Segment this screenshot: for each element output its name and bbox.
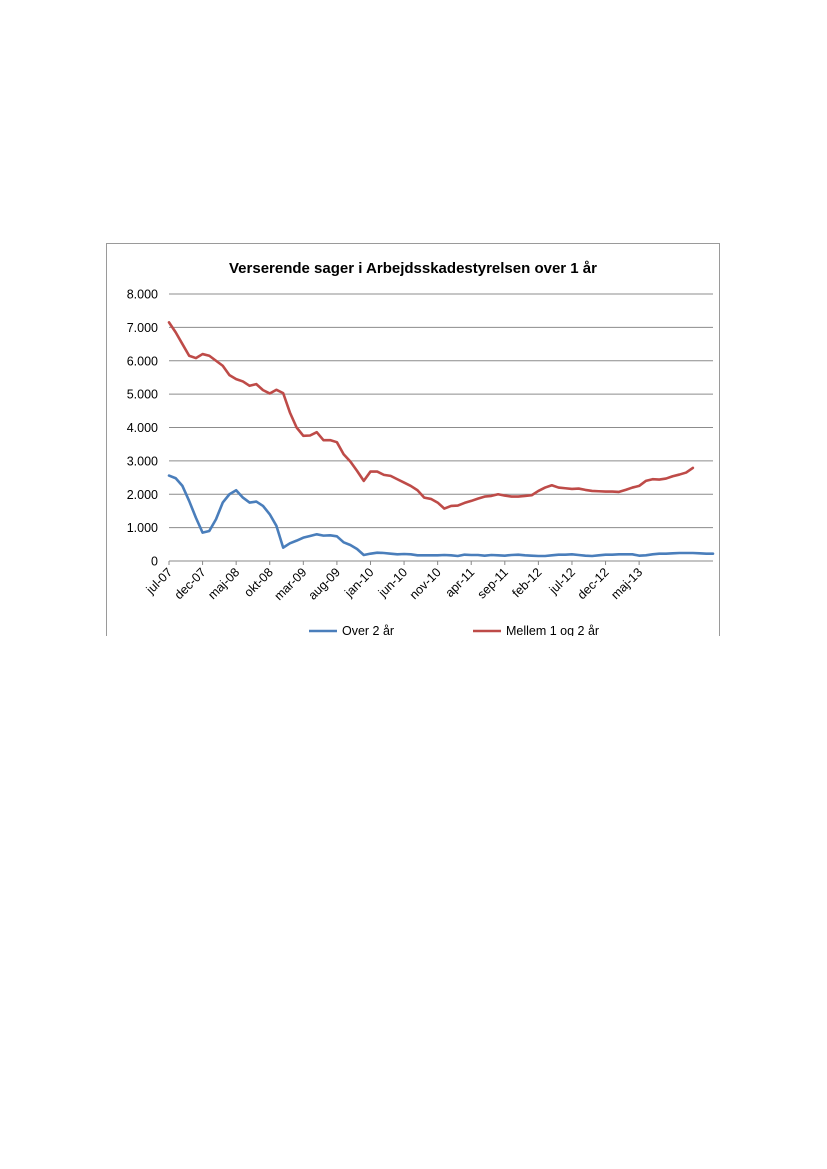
x-tick-label: feb-12 bbox=[510, 565, 545, 600]
x-tick-label: sep-11 bbox=[475, 565, 511, 601]
series-line-2 bbox=[167, 321, 695, 510]
y-tick-label: 1.000 bbox=[127, 521, 158, 535]
x-tick-label: okt-08 bbox=[241, 565, 275, 599]
series-line-1 bbox=[167, 474, 715, 558]
line-chart: Verserende sager i Arbejdsskadestyrelsen… bbox=[127, 260, 715, 636]
x-tick-label: jan-10 bbox=[341, 565, 376, 600]
x-tick-label: dec-07 bbox=[172, 565, 209, 602]
legend-label: Mellem 1 og 2 år bbox=[506, 624, 599, 636]
y-tick-label: 0 bbox=[151, 555, 158, 569]
x-tick-label: apr-11 bbox=[443, 565, 478, 600]
series-lines bbox=[167, 321, 715, 558]
x-tick-label: mar-09 bbox=[272, 565, 310, 603]
x-tick-label: aug-09 bbox=[306, 565, 343, 602]
y-tick-label: 6.000 bbox=[127, 354, 158, 368]
x-tick-label: jul-07 bbox=[143, 565, 175, 597]
y-axis-ticks: 0 1.000 2.000 3.000 4.000 5.000 6.000 7.000 8.00… bbox=[127, 288, 158, 569]
x-tick-label: maj-13 bbox=[608, 565, 645, 602]
gridlines bbox=[169, 293, 713, 562]
x-tick-label: jun-10 bbox=[375, 565, 410, 600]
legend: Over 2 år Mellem 1 og 2 år bbox=[309, 624, 599, 636]
y-tick-label: 3.000 bbox=[127, 454, 158, 468]
x-tick-label: jul-12 bbox=[546, 565, 578, 597]
chart-title: Verserende sager i Arbejdsskadestyrelsen… bbox=[229, 260, 597, 277]
x-tick-label: nov-10 bbox=[407, 565, 444, 602]
y-tick-label: 8.000 bbox=[127, 288, 158, 302]
x-tick-label: dec-12 bbox=[575, 565, 612, 602]
y-tick-label: 7.000 bbox=[127, 321, 158, 335]
y-tick-label: 4.000 bbox=[127, 421, 158, 435]
y-tick-label: 2.000 bbox=[127, 488, 158, 502]
x-tick-label: maj-08 bbox=[205, 565, 242, 602]
y-tick-label: 5.000 bbox=[127, 388, 158, 402]
chart-frame: Verserende sager i Arbejdsskadestyrelsen… bbox=[106, 243, 720, 636]
legend-label: Over 2 år bbox=[342, 624, 394, 636]
